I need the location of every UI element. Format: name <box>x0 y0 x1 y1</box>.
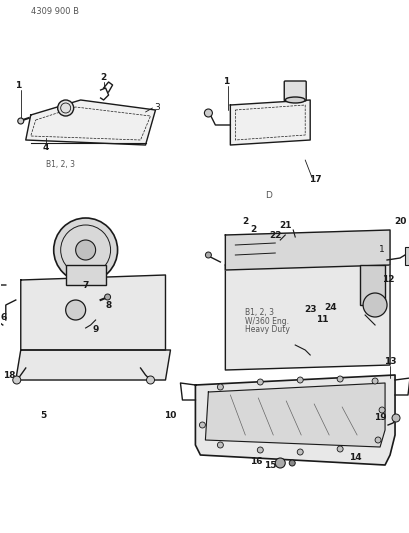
Text: Heavy Duty: Heavy Duty <box>245 325 290 334</box>
Text: 11: 11 <box>315 316 328 325</box>
FancyBboxPatch shape <box>359 265 384 305</box>
Text: 2: 2 <box>249 225 256 235</box>
Circle shape <box>297 377 303 383</box>
Text: 24: 24 <box>323 303 336 312</box>
Text: 20: 20 <box>393 217 405 227</box>
Text: 2: 2 <box>100 74 106 83</box>
Text: 17: 17 <box>308 175 321 184</box>
Text: 5: 5 <box>40 410 47 419</box>
Circle shape <box>257 447 263 453</box>
Polygon shape <box>225 260 389 370</box>
Circle shape <box>336 446 342 452</box>
Circle shape <box>378 407 384 413</box>
Circle shape <box>18 118 24 124</box>
Circle shape <box>297 449 303 455</box>
Text: 2: 2 <box>242 217 248 227</box>
Text: B1, 2, 3: B1, 2, 3 <box>245 309 274 318</box>
Text: 1: 1 <box>378 246 384 254</box>
Text: 10: 10 <box>164 410 176 419</box>
Text: B1, 2, 3: B1, 2, 3 <box>45 160 74 169</box>
Circle shape <box>217 384 223 390</box>
Circle shape <box>58 100 74 116</box>
Circle shape <box>205 252 211 258</box>
Polygon shape <box>21 275 165 350</box>
FancyBboxPatch shape <box>404 247 409 265</box>
Text: 6: 6 <box>1 313 7 322</box>
Text: 8: 8 <box>105 301 111 310</box>
Circle shape <box>146 376 154 384</box>
Circle shape <box>65 300 85 320</box>
Circle shape <box>274 458 285 468</box>
Polygon shape <box>195 375 394 465</box>
Text: 15: 15 <box>263 461 276 470</box>
Text: W/360 Eng.: W/360 Eng. <box>245 317 289 326</box>
Text: 18: 18 <box>2 370 15 379</box>
Polygon shape <box>16 350 170 380</box>
Text: 12: 12 <box>381 276 393 285</box>
Text: 4309 900 B: 4309 900 B <box>31 7 79 17</box>
Circle shape <box>257 379 263 385</box>
Text: 19: 19 <box>373 414 385 423</box>
Circle shape <box>374 437 380 443</box>
Circle shape <box>371 378 377 384</box>
Text: 9: 9 <box>92 326 99 335</box>
Text: 23: 23 <box>303 305 316 314</box>
Circle shape <box>217 442 223 448</box>
Ellipse shape <box>285 97 304 103</box>
Polygon shape <box>230 100 310 145</box>
FancyBboxPatch shape <box>65 265 106 285</box>
Circle shape <box>391 414 399 422</box>
Circle shape <box>13 376 21 384</box>
FancyBboxPatch shape <box>283 81 306 101</box>
Circle shape <box>199 422 205 428</box>
Text: D: D <box>265 190 272 199</box>
Circle shape <box>362 293 386 317</box>
Circle shape <box>104 294 110 300</box>
Circle shape <box>204 109 212 117</box>
Polygon shape <box>225 230 389 270</box>
Text: 14: 14 <box>348 454 361 463</box>
Text: 22: 22 <box>268 230 281 239</box>
Text: 16: 16 <box>249 457 262 466</box>
Text: 1: 1 <box>222 77 229 86</box>
Text: 4: 4 <box>43 143 49 152</box>
Circle shape <box>336 376 342 382</box>
Polygon shape <box>205 383 384 447</box>
Polygon shape <box>26 100 155 145</box>
Circle shape <box>76 240 95 260</box>
Text: 13: 13 <box>383 358 396 367</box>
Circle shape <box>288 460 294 466</box>
Text: 3: 3 <box>154 102 160 111</box>
Text: 1: 1 <box>15 82 21 91</box>
Text: 7: 7 <box>82 280 89 289</box>
Circle shape <box>54 218 117 282</box>
Text: 21: 21 <box>278 221 291 230</box>
